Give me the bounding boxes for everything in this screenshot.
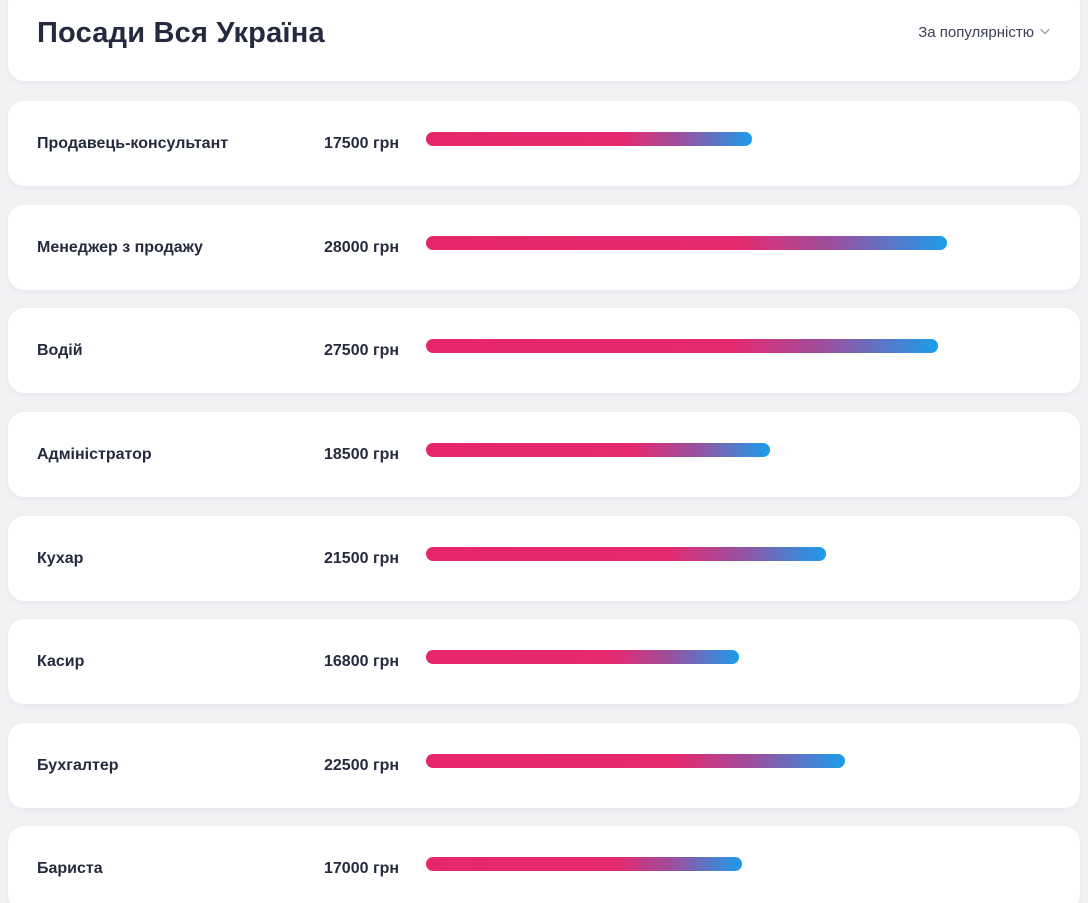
job-title: Бариста <box>37 860 103 877</box>
salary-value: 18500 грн <box>324 446 400 463</box>
salary-bar <box>426 443 1066 457</box>
job-row[interactable]: Менеджер з продажу 28000 грн <box>8 205 1080 290</box>
salary-bar-fill <box>426 443 770 457</box>
job-title: Менеджер з продажу <box>37 239 203 256</box>
salary-bar <box>426 857 1066 871</box>
salary-bar-fill <box>426 857 742 871</box>
salary-bar-fill <box>426 339 938 353</box>
job-row[interactable]: Касир 16800 грн <box>8 619 1080 704</box>
salary-bar <box>426 650 1066 664</box>
salary-value: 28000 грн <box>324 239 400 256</box>
sort-label: За популярністю <box>918 24 1034 41</box>
job-title: Касир <box>37 653 85 670</box>
salary-bar-fill <box>426 650 739 664</box>
salary-bar-fill <box>426 754 845 768</box>
job-title: Продавець-консультант <box>37 135 229 152</box>
salary-bar-fill <box>426 132 752 146</box>
chevron-down-icon <box>1040 28 1050 34</box>
job-title: Кухар <box>37 550 84 567</box>
job-row[interactable]: Бариста 17000 грн <box>8 826 1080 903</box>
salary-value: 16800 грн <box>324 653 400 670</box>
salary-bar-fill <box>426 547 826 561</box>
job-row[interactable]: Продавець-консультант 17500 грн <box>8 101 1080 186</box>
job-title: Водій <box>37 342 83 359</box>
salary-bar-fill <box>426 236 947 250</box>
job-title: Бухгалтер <box>37 757 119 774</box>
salary-value: 22500 грн <box>324 757 400 774</box>
salary-bar <box>426 547 1066 561</box>
header-card: Посади Вся Україна За популярністю <box>8 0 1080 81</box>
salary-value: 27500 грн <box>324 342 400 359</box>
job-title: Адміністратор <box>37 446 152 463</box>
salary-bar <box>426 132 1066 146</box>
salary-bar <box>426 754 1066 768</box>
salary-bar <box>426 236 1066 250</box>
page-title: Посади Вся Україна <box>37 17 325 49</box>
job-row[interactable]: Кухар 21500 грн <box>8 516 1080 601</box>
job-row[interactable]: Водій 27500 грн <box>8 308 1080 393</box>
salary-value: 17500 грн <box>324 135 400 152</box>
salary-value: 21500 грн <box>324 550 400 567</box>
salary-bar <box>426 339 1066 353</box>
job-row[interactable]: Бухгалтер 22500 грн <box>8 723 1080 808</box>
sort-dropdown[interactable]: За популярністю <box>918 24 1050 41</box>
job-row[interactable]: Адміністратор 18500 грн <box>8 412 1080 497</box>
salary-value: 17000 грн <box>324 860 400 877</box>
